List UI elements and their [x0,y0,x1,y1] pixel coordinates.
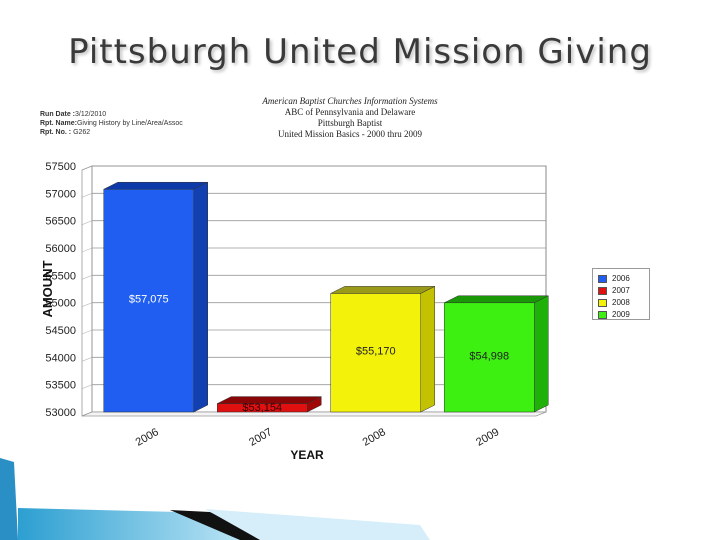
bottom-dark-stripe [170,510,270,540]
legend-swatch [598,274,607,283]
y-tick-label: 53500 [45,380,76,392]
rpt-no-line: Rpt. No. : G262 [40,129,91,136]
bar [444,302,535,413]
bar [103,188,194,413]
slide-title: Pittsburgh United Mission Giving [68,32,652,72]
y-tick-label: 55500 [45,270,76,282]
data-label: $53,154 [242,402,282,414]
gridline-depth [81,302,93,307]
y-tick-label: 54000 [45,352,76,364]
y-axis-label: AMOUNT [40,260,55,317]
bar-top [330,286,435,294]
org-name: American Baptist Churches Information Sy… [262,96,438,106]
y-tick-label: 54500 [45,325,76,337]
gridline-depth [81,220,93,225]
chart-subtitle: United Mission Basics - 2000 thru 2009 [278,129,422,139]
y-tick-label: 57000 [45,188,76,200]
legend-swatch [598,286,607,295]
gridline-depth [81,357,93,362]
legend-swatch [598,298,607,307]
y-tick-label: 56000 [45,243,76,255]
x-axis-label: YEAR [290,448,324,462]
legend-item: 2009 [598,309,649,320]
data-label: $54,998 [469,350,509,362]
gridline-depth [81,247,93,253]
bottom-accent-shape [18,508,250,540]
gridline-depth [81,384,93,389]
rpt-name-line: Rpt. Name:Giving History by Line/Area/As… [40,120,183,127]
bar-top [103,181,208,190]
data-label: $57,075 [129,294,169,306]
left-accent-shape [0,458,18,540]
legend-swatch [598,310,607,319]
bar-top [217,396,322,404]
y-tick-label: 55000 [45,298,76,310]
gridline-depth [81,329,93,335]
legend-item: 2008 [598,297,649,308]
bar [330,293,421,413]
gridline-depth [81,275,93,280]
association-name: Pittsburgh Baptist [317,118,383,128]
bar-top [444,295,549,304]
plot-floor [81,411,547,417]
report-meta: Run Date :3/12/2010 Rpt. Name:Giving His… [40,110,183,137]
y-tick-label: 57500 [45,161,76,173]
legend-item: 2006 [598,273,649,284]
bottom-light-band [205,509,430,540]
y-tick-label: 56500 [45,216,76,228]
data-label: $55,170 [356,346,396,358]
y-tick-label: 53000 [45,407,76,419]
run-date-line: Run Date :3/12/2010 [40,111,107,118]
legend-item: 2007 [598,285,649,296]
chart-legend: 2006 2007 2008 2009 [592,268,650,320]
report-header: American Baptist Churches Information Sy… [220,96,480,140]
region-name: ABC of Pennsylvania and Delaware [284,107,416,117]
gridline-depth [81,193,93,198]
